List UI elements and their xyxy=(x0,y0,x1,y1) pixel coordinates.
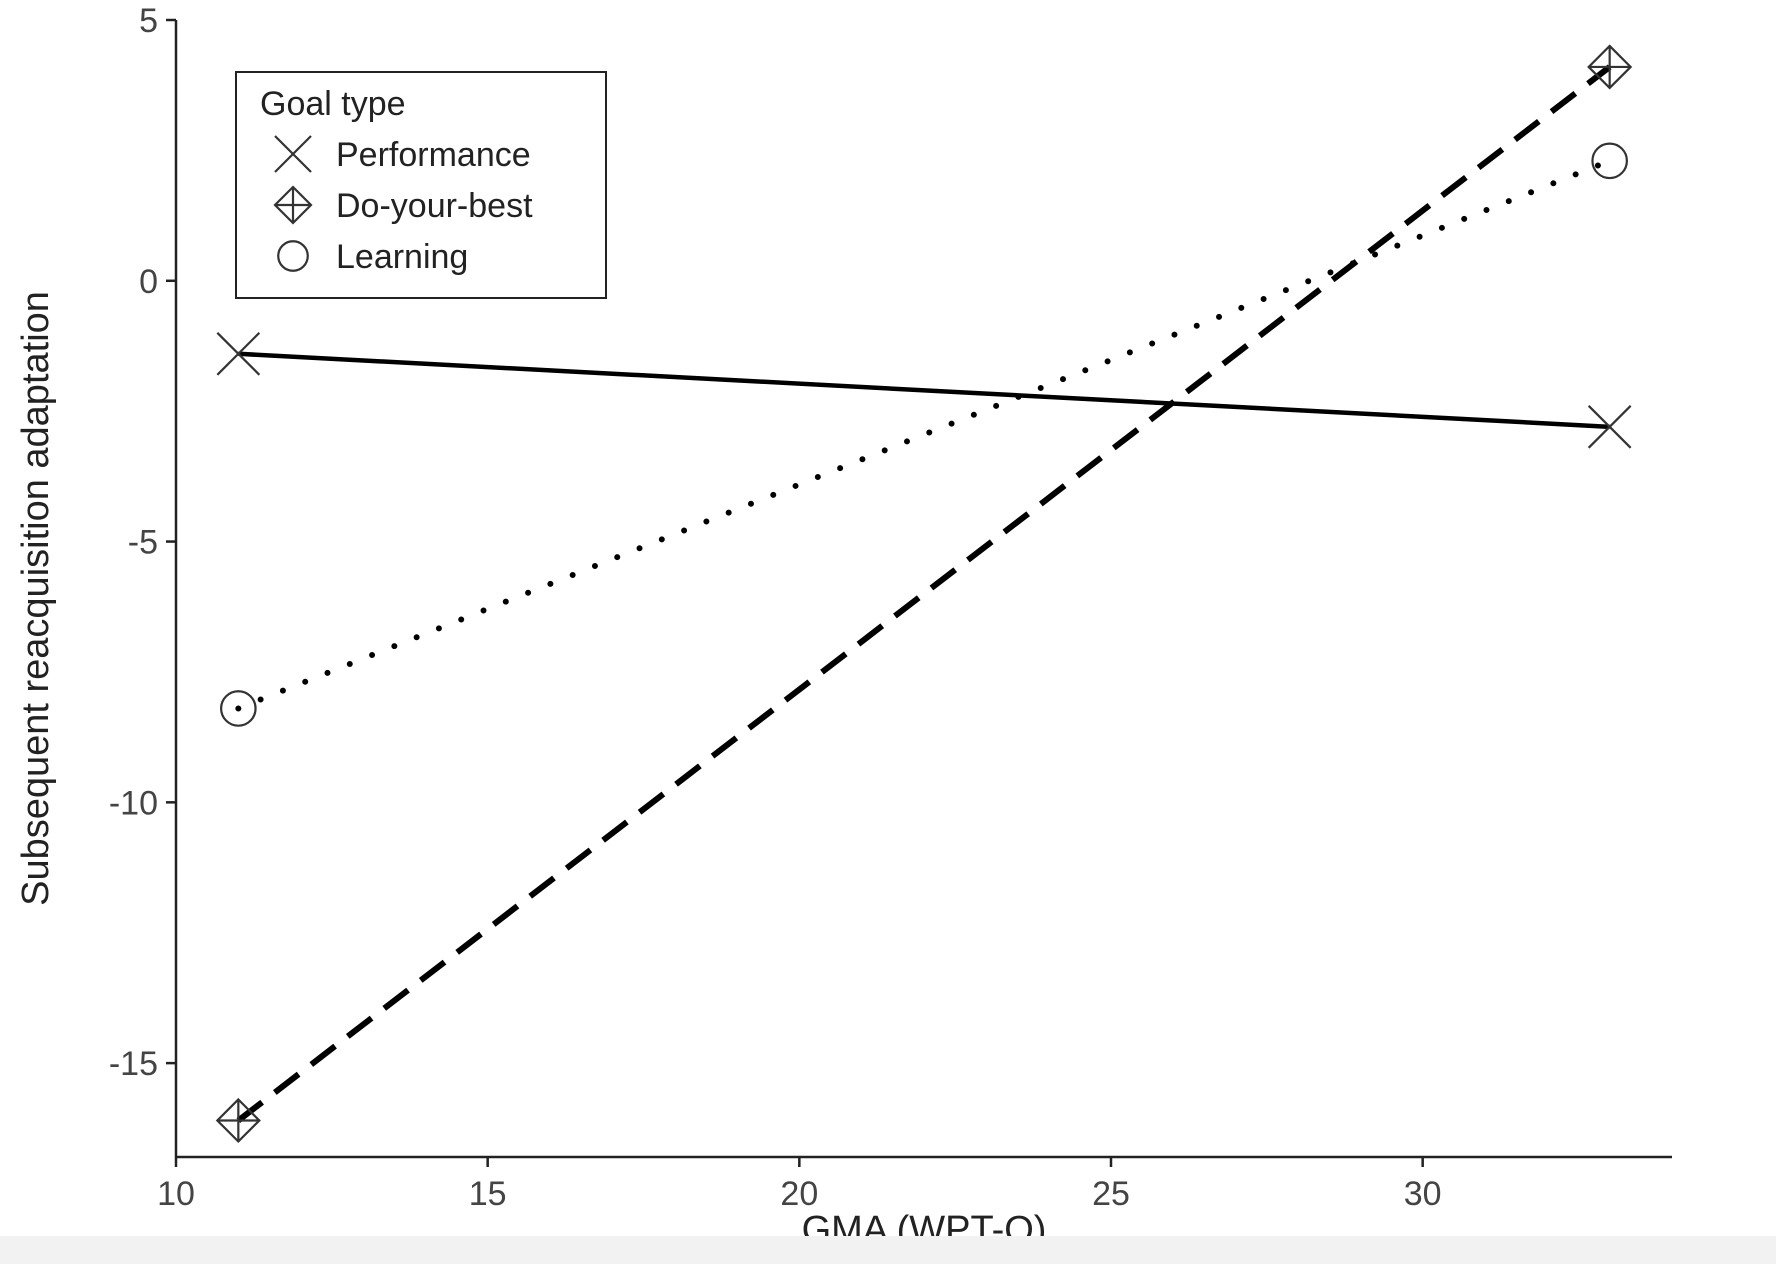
series-line-do-your-best xyxy=(236,64,1612,1123)
legend-box xyxy=(235,71,607,299)
legend-label: Do-your-best xyxy=(336,187,533,225)
marker-stroke xyxy=(216,332,261,376)
marker-circle xyxy=(220,690,257,727)
marker-stroke xyxy=(1587,405,1632,449)
y-tick-label: 5 xyxy=(139,2,158,40)
x-marker xyxy=(216,332,261,376)
y-tick-label: 0 xyxy=(139,263,158,301)
circle-marker xyxy=(1591,142,1628,180)
circle-marker xyxy=(277,240,309,272)
x-marker xyxy=(274,135,312,173)
series-markers xyxy=(215,44,1633,1144)
circle-marker xyxy=(220,690,257,727)
legend-label: Learning xyxy=(336,238,468,276)
marker-circle xyxy=(277,240,309,272)
y-tick-label: -10 xyxy=(109,784,158,822)
series-lines xyxy=(235,64,1613,1123)
bottom-band xyxy=(0,1236,1776,1264)
x-marker xyxy=(1587,405,1632,449)
y-axis-title: Subsequent reacquisition adaptation xyxy=(15,291,57,906)
marker-circle xyxy=(1591,142,1628,180)
diamond-plus-marker xyxy=(273,185,313,225)
legend-label: Performance xyxy=(336,136,531,174)
marker-stroke xyxy=(274,135,312,173)
x-tick-label: 25 xyxy=(1092,1175,1130,1213)
y-tick-label: -15 xyxy=(109,1045,158,1083)
x-tick-label: 30 xyxy=(1404,1175,1442,1213)
x-tick-label: 20 xyxy=(780,1175,818,1213)
legend-items: Performance Do-your-best Learning xyxy=(273,135,533,276)
y-ticks: 5 0 -5 -10 -15 xyxy=(109,2,176,1083)
legend-title: Goal type xyxy=(260,85,406,123)
diamond-plus-marker xyxy=(1587,44,1633,90)
diamond-plus-marker xyxy=(215,1097,261,1144)
x-tick-label: 15 xyxy=(469,1175,507,1213)
x-tick-label: 10 xyxy=(157,1175,195,1213)
legend: Goal type Performance Do-your-best Learnin… xyxy=(235,71,607,299)
x-ticks: 10 15 20 25 30 xyxy=(157,1157,1442,1213)
series-line-performance xyxy=(238,351,1610,430)
y-tick-label: -5 xyxy=(128,524,158,562)
